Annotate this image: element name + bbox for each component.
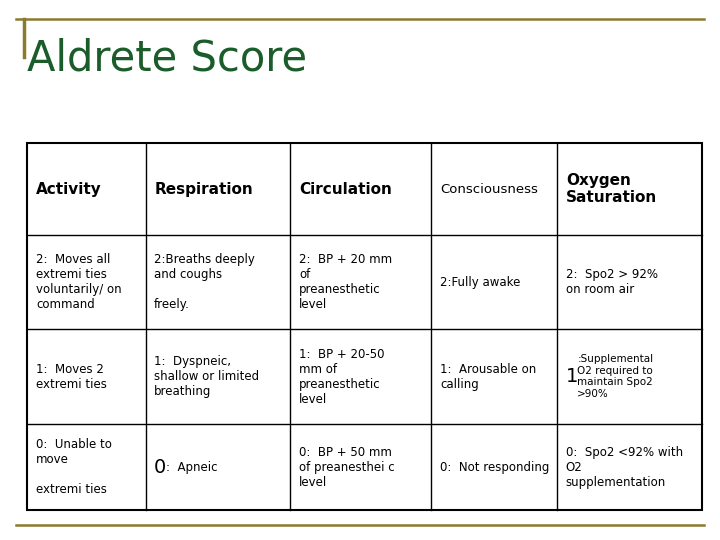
Text: 0: 0 bbox=[154, 457, 166, 477]
Text: :  Apneic: : Apneic bbox=[166, 461, 217, 474]
Text: 2:Breaths deeply
and coughs

freely.: 2:Breaths deeply and coughs freely. bbox=[154, 253, 255, 311]
Text: Circulation: Circulation bbox=[299, 181, 392, 197]
Text: 0:  Unable to
move

extremi ties: 0: Unable to move extremi ties bbox=[36, 438, 112, 496]
Text: 1: 1 bbox=[566, 367, 578, 386]
Text: :Supplemental
O2 required to
maintain Spo2
>90%: :Supplemental O2 required to maintain Sp… bbox=[577, 354, 654, 399]
Text: 1:  Arousable on
calling: 1: Arousable on calling bbox=[440, 363, 536, 390]
Text: 2:Fully awake: 2:Fully awake bbox=[440, 275, 521, 289]
Text: 1:  Moves 2
extremi ties: 1: Moves 2 extremi ties bbox=[36, 363, 107, 390]
Text: 2:  Spo2 > 92%
on room air: 2: Spo2 > 92% on room air bbox=[566, 268, 658, 296]
Text: 1:  BP + 20-50
mm of
preanesthetic
level: 1: BP + 20-50 mm of preanesthetic level bbox=[299, 348, 384, 406]
Text: Activity: Activity bbox=[36, 181, 102, 197]
Text: 2:  Moves all
extremi ties
voluntarily/ on
command: 2: Moves all extremi ties voluntarily/ o… bbox=[36, 253, 122, 311]
Text: Consciousness: Consciousness bbox=[440, 183, 538, 195]
Text: 0:  BP + 50 mm
of preanesthei c
level: 0: BP + 50 mm of preanesthei c level bbox=[299, 446, 395, 489]
Text: Oxygen
Saturation: Oxygen Saturation bbox=[566, 173, 657, 205]
Text: 1:  Dyspneic,
shallow or limited
breathing: 1: Dyspneic, shallow or limited breathin… bbox=[154, 355, 259, 398]
Bar bbox=[27, 143, 702, 510]
Text: 0:  Spo2 <92% with
O2
supplementation: 0: Spo2 <92% with O2 supplementation bbox=[566, 446, 683, 489]
Text: Aldrete Score: Aldrete Score bbox=[27, 38, 307, 80]
Text: 2:  BP + 20 mm
of
preanesthetic
level: 2: BP + 20 mm of preanesthetic level bbox=[299, 253, 392, 311]
Text: 0:  Not responding: 0: Not responding bbox=[440, 461, 549, 474]
Text: Respiration: Respiration bbox=[154, 181, 253, 197]
